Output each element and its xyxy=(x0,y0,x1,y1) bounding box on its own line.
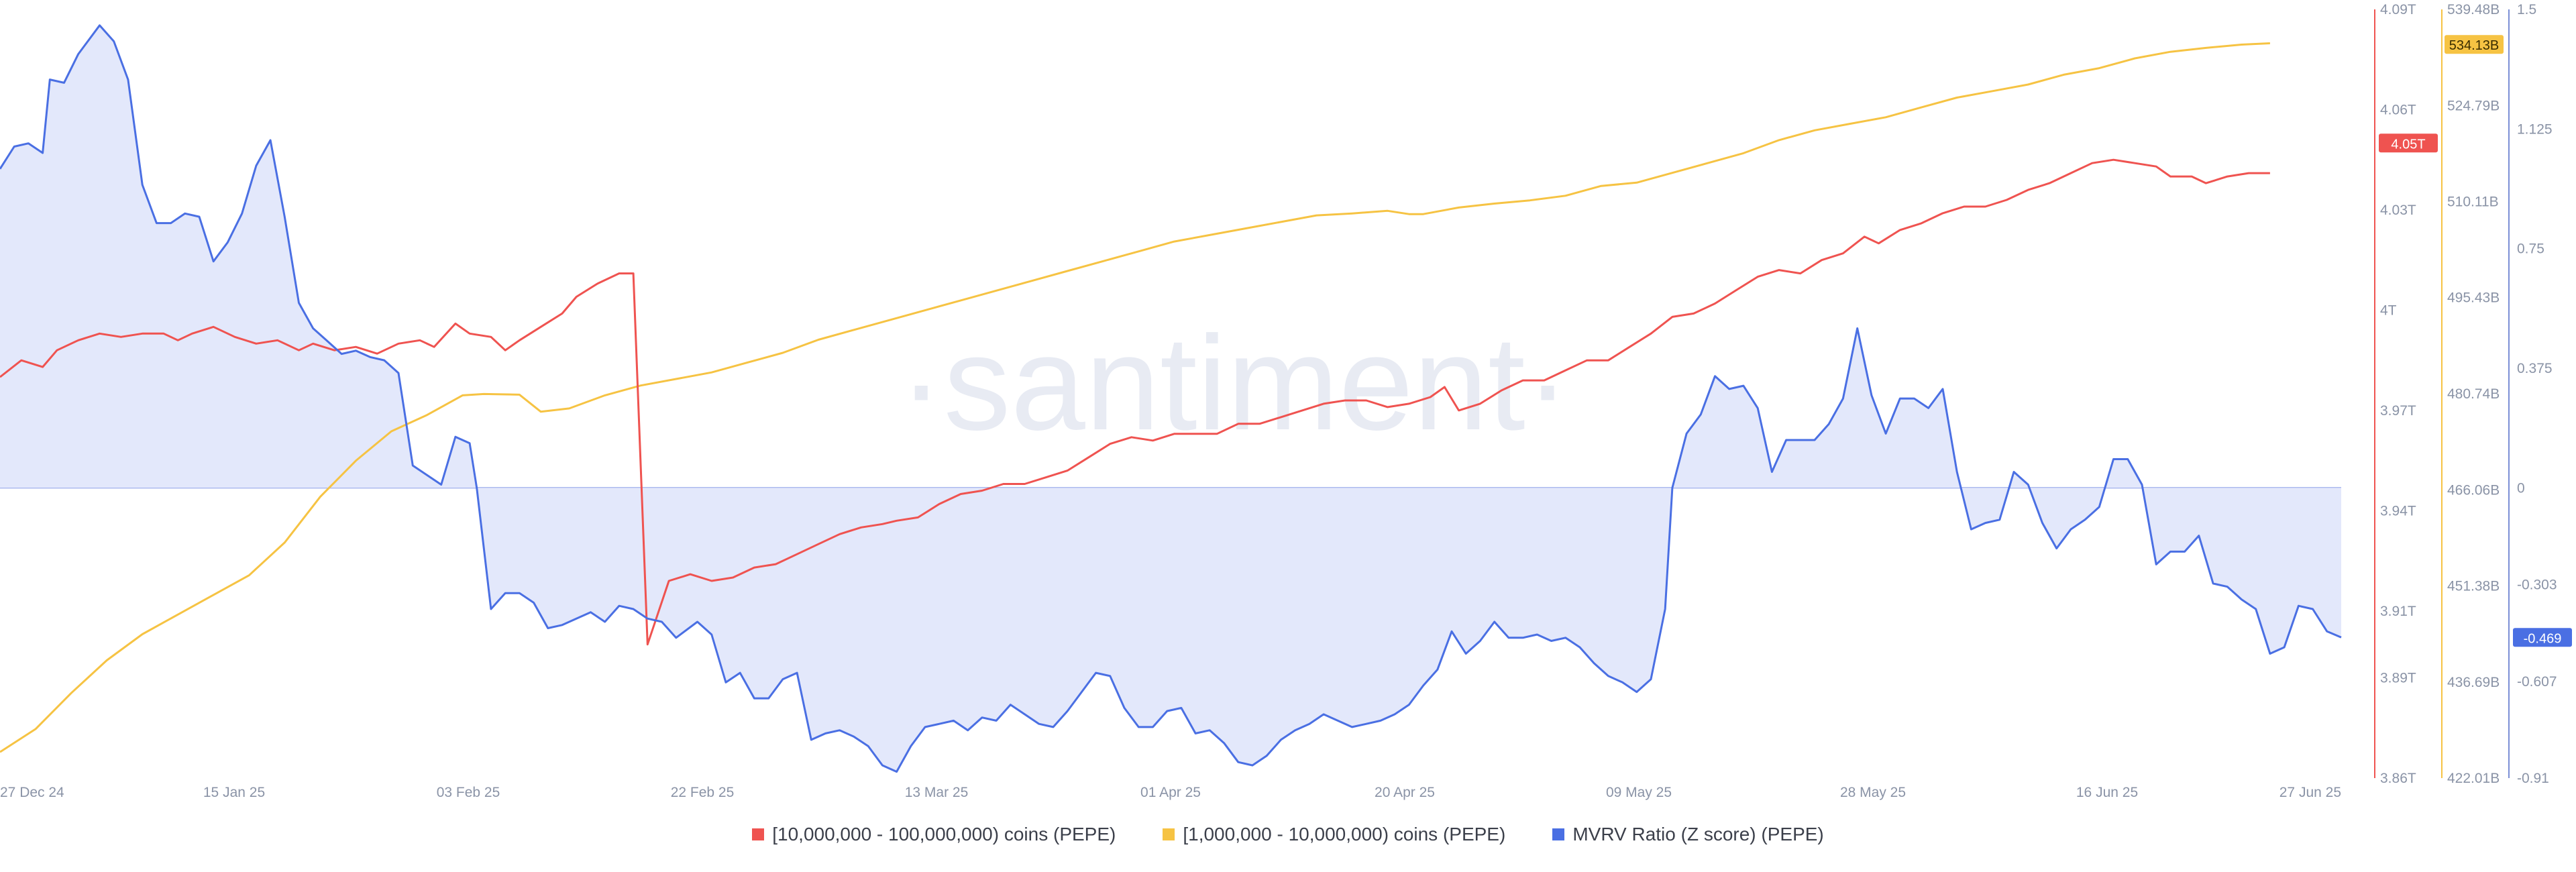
legend-label-blue: MVRV Ratio (Z score) (PEPE) xyxy=(1572,824,1824,844)
badge-bg-blue xyxy=(2513,628,2572,647)
axis-tick-red: 3.86T xyxy=(2380,771,2416,786)
legend-swatch-red xyxy=(752,828,765,840)
legend-swatch-yellow xyxy=(1163,828,1175,840)
legend: [10,000,000 - 100,000,000) coins (PEPE) … xyxy=(0,824,2576,845)
axis-tick-yellow: 422.01B xyxy=(2447,771,2500,786)
legend-item-red[interactable]: [10,000,000 - 100,000,000) coins (PEPE) xyxy=(752,824,1116,845)
mvrv-area xyxy=(0,25,2341,772)
badge-bg-yellow xyxy=(2445,35,2504,54)
axis-tick-red: 4.03T xyxy=(2380,203,2416,218)
legend-item-blue[interactable]: MVRV Ratio (Z score) (PEPE) xyxy=(1552,824,1824,845)
legend-label-red: [10,000,000 - 100,000,000) coins (PEPE) xyxy=(772,824,1116,844)
x-tick-label: 27 Jun 25 xyxy=(2279,785,2341,800)
badge-blue: -0.469 xyxy=(2513,628,2572,647)
x-tick-label: 01 Apr 25 xyxy=(1140,785,1201,800)
x-tick-label: 15 Jan 25 xyxy=(203,785,265,800)
axis-tick-blue: 0 xyxy=(2517,480,2525,496)
x-tick-label: 27 Dec 24 xyxy=(0,785,64,800)
badge-label-yellow: 534.13B xyxy=(2449,38,2500,53)
legend-swatch-blue xyxy=(1552,828,1565,840)
axis-tick-red: 3.91T xyxy=(2380,604,2416,619)
axis-tick-red: 3.94T xyxy=(2380,503,2416,519)
axis-tick-yellow: 466.06B xyxy=(2447,482,2500,498)
axis-tick-blue: 0.375 xyxy=(2517,361,2553,376)
axis-tick-red: 3.89T xyxy=(2380,671,2416,686)
axis-tick-yellow: 436.69B xyxy=(2447,675,2500,690)
watermark: ·santiment· xyxy=(899,309,1570,458)
axis-tick-yellow: 451.38B xyxy=(2447,578,2500,594)
axis-tick-blue: -0.91 xyxy=(2517,771,2549,786)
series-line-red xyxy=(0,158,2270,646)
axis-tick-red: 4T xyxy=(2380,303,2397,318)
badge-red: 4.05T xyxy=(2379,133,2438,153)
axis-tick-red: 4.09T xyxy=(2380,2,2416,17)
x-tick-label: 28 May 25 xyxy=(1840,785,1906,800)
badge-label-red: 4.05T xyxy=(2391,137,2425,152)
x-tick-label: 20 Apr 25 xyxy=(1375,785,1435,800)
x-tick-label: 22 Feb 25 xyxy=(671,785,735,800)
x-tick-label: 09 May 25 xyxy=(1606,785,1672,800)
badge-yellow: 534.13B xyxy=(2445,35,2504,54)
axis-tick-red: 3.97T xyxy=(2380,403,2416,419)
x-tick-label: 03 Feb 25 xyxy=(437,785,500,800)
series-line-blue xyxy=(0,24,2342,773)
axis-tick-blue: 1.125 xyxy=(2517,121,2553,137)
axis-tick-blue: -0.303 xyxy=(2517,577,2557,592)
axis-tick-yellow: 524.79B xyxy=(2447,98,2500,113)
axis-tick-red: 4.06T xyxy=(2380,102,2416,117)
axis-tick-yellow: 480.74B xyxy=(2447,386,2500,402)
axis-tick-yellow: 539.48B xyxy=(2447,2,2500,17)
axis-tick-yellow: 510.11B xyxy=(2447,195,2499,210)
axis-tick-blue: 0.75 xyxy=(2517,241,2544,257)
axis-tick-blue: -0.607 xyxy=(2517,674,2557,690)
legend-label-yellow: [1,000,000 - 10,000,000) coins (PEPE) xyxy=(1183,824,1506,844)
axis-tick-yellow: 495.43B xyxy=(2447,290,2500,306)
x-tick-label: 13 Mar 25 xyxy=(905,785,969,800)
badge-bg-red xyxy=(2379,133,2438,153)
legend-item-yellow[interactable]: [1,000,000 - 10,000,000) coins (PEPE) xyxy=(1163,824,1505,845)
series-line-yellow xyxy=(0,42,2270,753)
badge-label-blue: -0.469 xyxy=(2524,631,2562,646)
axis-tick-blue: 1.5 xyxy=(2517,2,2536,17)
x-tick-label: 16 Jun 25 xyxy=(2076,785,2138,800)
